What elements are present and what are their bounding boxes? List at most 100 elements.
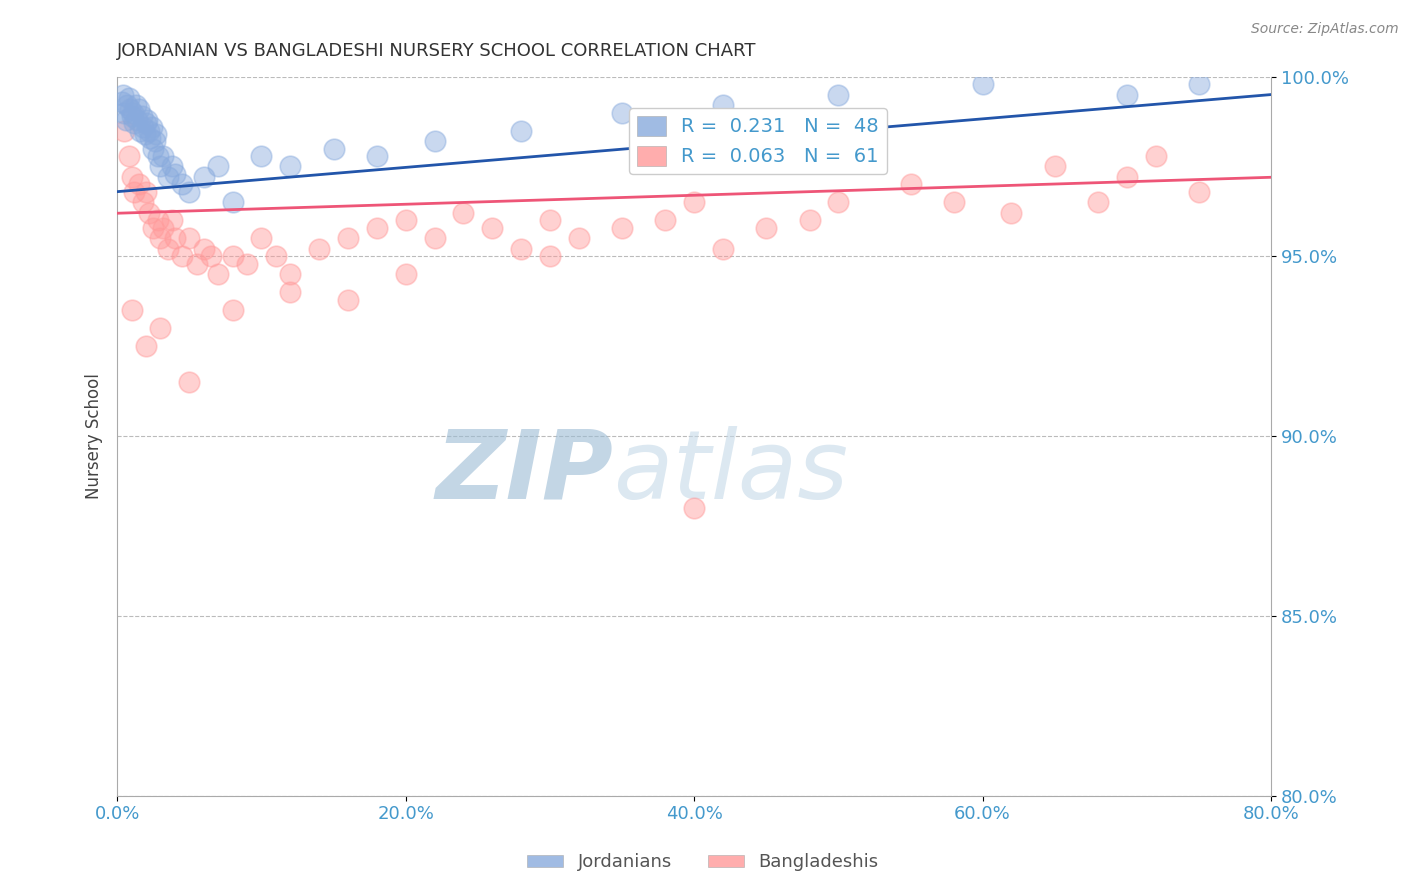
- Point: [366, 149, 388, 163]
- Point: [179, 376, 201, 390]
- Point: [149, 231, 172, 245]
- Point: [200, 249, 222, 263]
- Point: [129, 123, 152, 137]
- Point: [193, 170, 215, 185]
- Point: [278, 160, 301, 174]
- Point: [264, 249, 287, 263]
- Point: [799, 213, 821, 227]
- Point: [683, 501, 706, 516]
- Point: [138, 123, 160, 137]
- Point: [900, 178, 922, 192]
- Point: [236, 256, 259, 270]
- Point: [1000, 206, 1022, 220]
- Point: [827, 195, 849, 210]
- Point: [1043, 160, 1066, 174]
- Point: [120, 102, 142, 116]
- Point: [179, 185, 201, 199]
- Point: [143, 134, 166, 148]
- Point: [1115, 170, 1137, 185]
- Y-axis label: Nursery School: Nursery School: [86, 373, 103, 500]
- Point: [711, 98, 734, 112]
- Point: [179, 231, 201, 245]
- Point: [423, 134, 446, 148]
- Point: [124, 185, 146, 199]
- Point: [135, 339, 157, 353]
- Point: [131, 109, 153, 123]
- Point: [121, 303, 143, 318]
- Point: [115, 112, 138, 127]
- Point: [568, 231, 591, 245]
- Point: [118, 149, 141, 163]
- Point: [322, 141, 344, 155]
- Point: [755, 220, 778, 235]
- Point: [111, 87, 134, 102]
- Point: [250, 149, 273, 163]
- Text: Source: ZipAtlas.com: Source: ZipAtlas.com: [1251, 22, 1399, 37]
- Point: [186, 256, 208, 270]
- Point: [1188, 77, 1211, 91]
- Point: [610, 105, 633, 120]
- Point: [110, 95, 132, 109]
- Point: [207, 268, 229, 282]
- Point: [972, 77, 994, 91]
- Point: [124, 116, 146, 130]
- Point: [118, 91, 141, 105]
- Point: [156, 242, 179, 256]
- Point: [942, 195, 965, 210]
- Point: [149, 160, 172, 174]
- Point: [160, 160, 183, 174]
- Point: [125, 98, 148, 112]
- Point: [132, 195, 155, 210]
- Point: [336, 231, 359, 245]
- Point: [610, 220, 633, 235]
- Point: [510, 242, 533, 256]
- Point: [128, 102, 150, 116]
- Point: [152, 149, 174, 163]
- Point: [152, 220, 174, 235]
- Point: [121, 109, 143, 123]
- Point: [221, 249, 243, 263]
- Point: [538, 249, 561, 263]
- Point: [221, 303, 243, 318]
- Point: [250, 231, 273, 245]
- Point: [122, 105, 145, 120]
- Text: ZIP: ZIP: [436, 425, 613, 518]
- Point: [145, 127, 167, 141]
- Point: [142, 220, 165, 235]
- Point: [278, 268, 301, 282]
- Point: [156, 170, 179, 185]
- Point: [132, 120, 155, 134]
- Point: [117, 98, 139, 112]
- Point: [172, 178, 194, 192]
- Point: [135, 185, 157, 199]
- Legend: Jordanians, Bangladeshis: Jordanians, Bangladeshis: [520, 847, 886, 879]
- Point: [163, 231, 186, 245]
- Point: [207, 160, 229, 174]
- Point: [654, 213, 676, 227]
- Text: atlas: atlas: [613, 425, 848, 518]
- Point: [1087, 195, 1109, 210]
- Point: [193, 242, 215, 256]
- Point: [278, 285, 301, 300]
- Point: [142, 141, 165, 155]
- Point: [121, 170, 143, 185]
- Point: [711, 242, 734, 256]
- Point: [1144, 149, 1167, 163]
- Point: [112, 105, 135, 120]
- Point: [146, 149, 169, 163]
- Point: [141, 120, 163, 134]
- Point: [1115, 87, 1137, 102]
- Point: [683, 195, 706, 210]
- Point: [366, 220, 388, 235]
- Point: [146, 213, 169, 227]
- Point: [423, 231, 446, 245]
- Point: [149, 321, 172, 335]
- Point: [453, 206, 475, 220]
- Point: [134, 127, 156, 141]
- Point: [136, 112, 159, 127]
- Point: [127, 112, 149, 127]
- Point: [135, 116, 157, 130]
- Point: [1188, 185, 1211, 199]
- Point: [172, 249, 194, 263]
- Text: JORDANIAN VS BANGLADESHI NURSERY SCHOOL CORRELATION CHART: JORDANIAN VS BANGLADESHI NURSERY SCHOOL …: [117, 42, 756, 60]
